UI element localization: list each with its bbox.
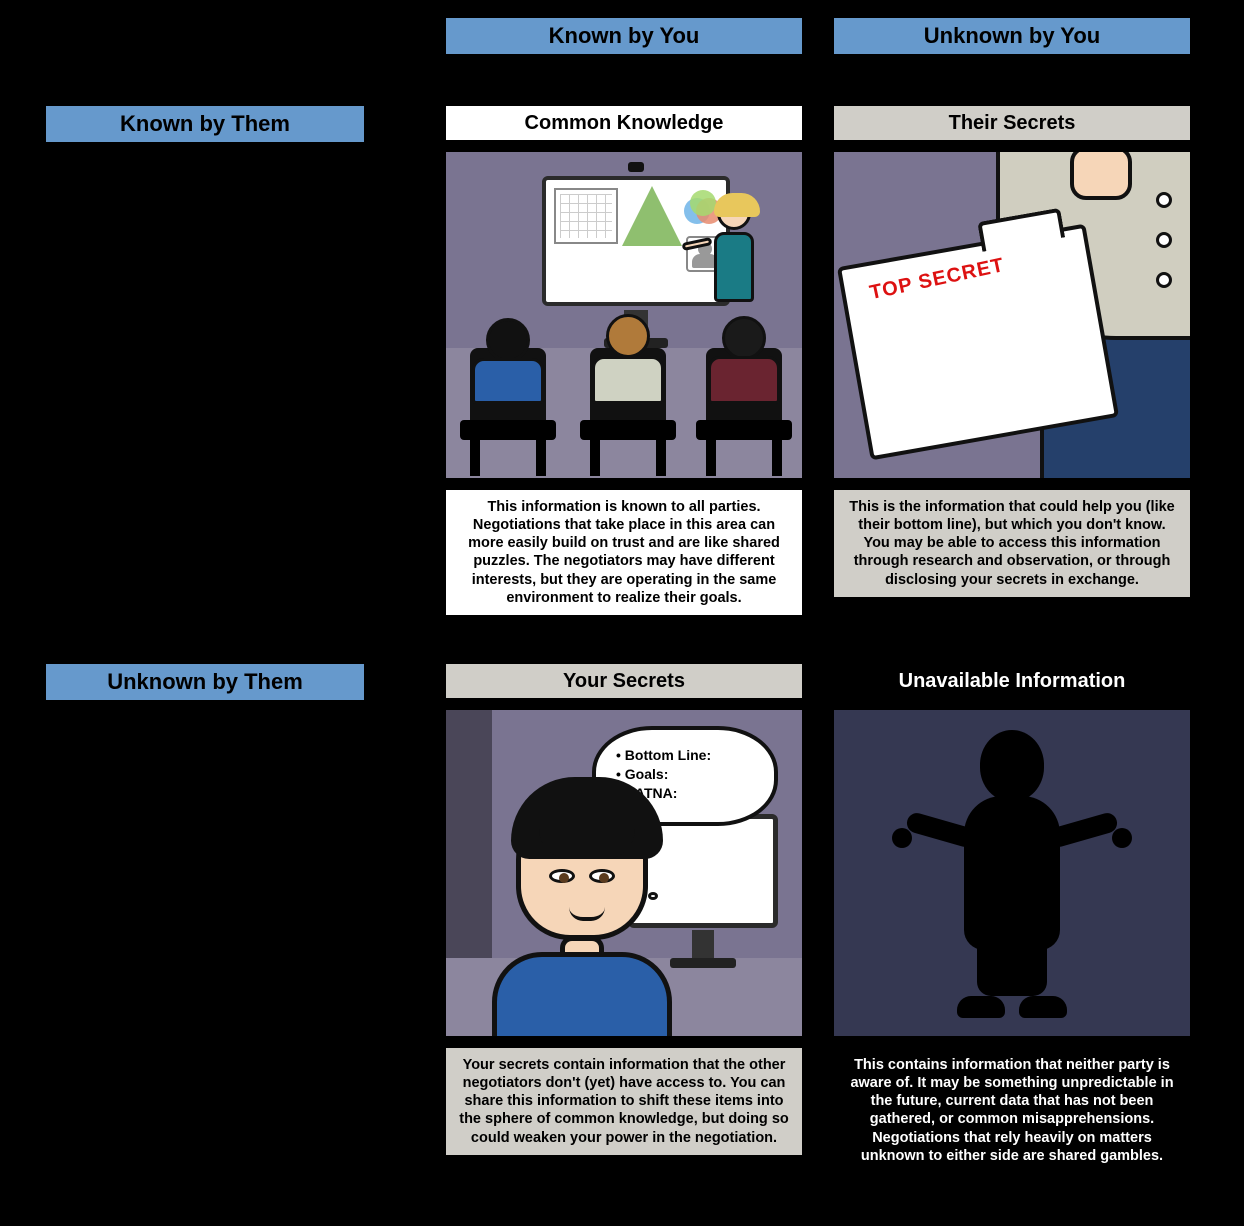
cell-their-secrets: Their Secrets TOP SECRET This is the inf… xyxy=(832,104,1192,599)
illustration-top-secret-folder: TOP SECRET xyxy=(832,150,1192,480)
cell-unavailable-information: Unavailable Information This contains in… xyxy=(832,662,1192,1175)
cell-title: Your Secrets xyxy=(444,662,804,700)
cell-description: Your secrets contain information that th… xyxy=(444,1046,804,1157)
illustration-meeting-room xyxy=(444,150,804,480)
illustration-thought-bubble: • Bottom Line: • Goals: • BATNA: xyxy=(444,708,804,1038)
cell-description: This contains information that neither p… xyxy=(832,1046,1192,1175)
column-header-unknown-by-you: Unknown by You xyxy=(832,16,1192,56)
illustration-silhouette xyxy=(832,708,1192,1038)
cell-description: This information is known to all parties… xyxy=(444,488,804,617)
cell-common-knowledge: Common Knowledge This information is kno… xyxy=(444,104,804,617)
cell-title: Unavailable Information xyxy=(832,662,1192,700)
top-secret-label: TOP SECRET xyxy=(868,254,1007,305)
cell-your-secrets: Your Secrets • Bottom Line: • Goals: • B… xyxy=(444,662,804,1157)
cell-title: Common Knowledge xyxy=(444,104,804,142)
thought-item: • Bottom Line: xyxy=(616,746,758,765)
cell-title: Their Secrets xyxy=(832,104,1192,142)
column-header-known-by-you: Known by You xyxy=(444,16,804,56)
thought-item: • Goals: xyxy=(616,765,758,784)
row-header-known-by-them: Known by Them xyxy=(44,104,366,144)
row-header-unknown-by-them: Unknown by Them xyxy=(44,662,366,702)
cell-description: This is the information that could help … xyxy=(832,488,1192,599)
